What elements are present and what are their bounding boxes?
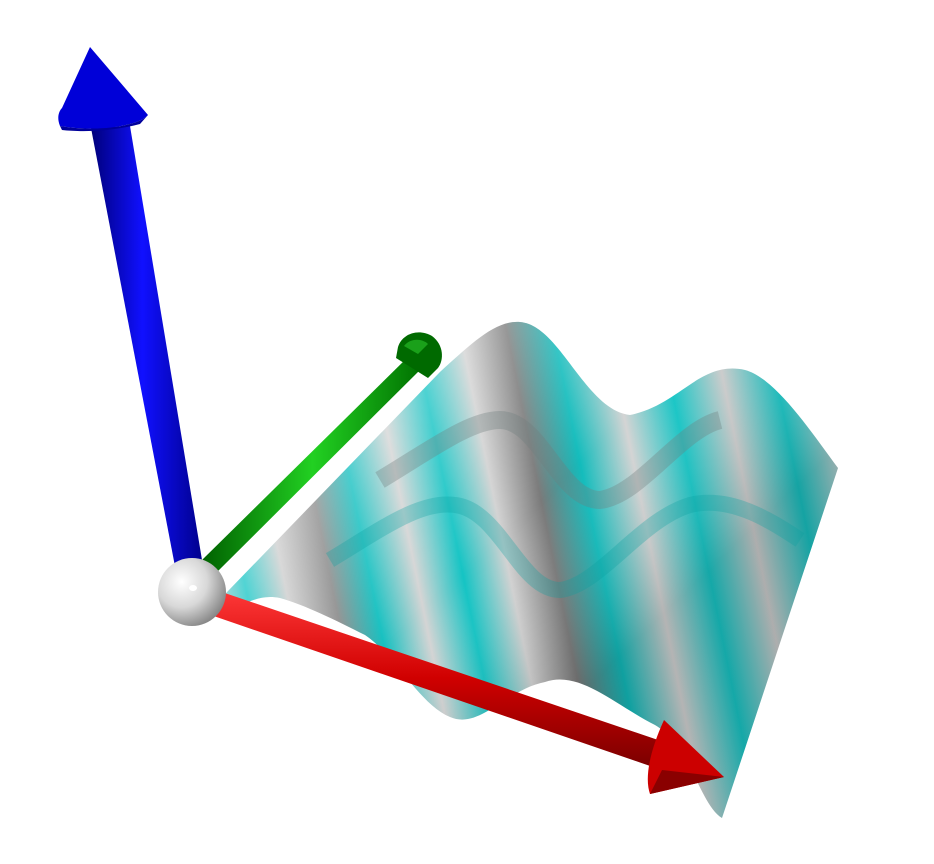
wave-band-2	[325, 494, 805, 599]
y-axis-head-highlight	[404, 339, 428, 354]
wave-surface	[200, 321, 838, 818]
y-axis-shaft	[202, 355, 423, 574]
z-axis-head	[58, 47, 148, 129]
x-axis-head-shade	[650, 770, 724, 794]
origin-sphere	[158, 558, 226, 626]
wave-surface-shading	[200, 321, 838, 818]
z-axis-head-shade	[60, 115, 148, 132]
x-axis-arrow	[202, 588, 724, 794]
z-axis-arrow	[58, 47, 205, 582]
wave-band-1	[375, 410, 723, 510]
origin-sphere-highlight	[189, 585, 197, 591]
y-axis-arrow	[202, 332, 442, 574]
x-axis-shaft	[202, 588, 664, 768]
z-axis-shaft	[91, 126, 205, 582]
origin-sphere-body	[158, 558, 226, 626]
